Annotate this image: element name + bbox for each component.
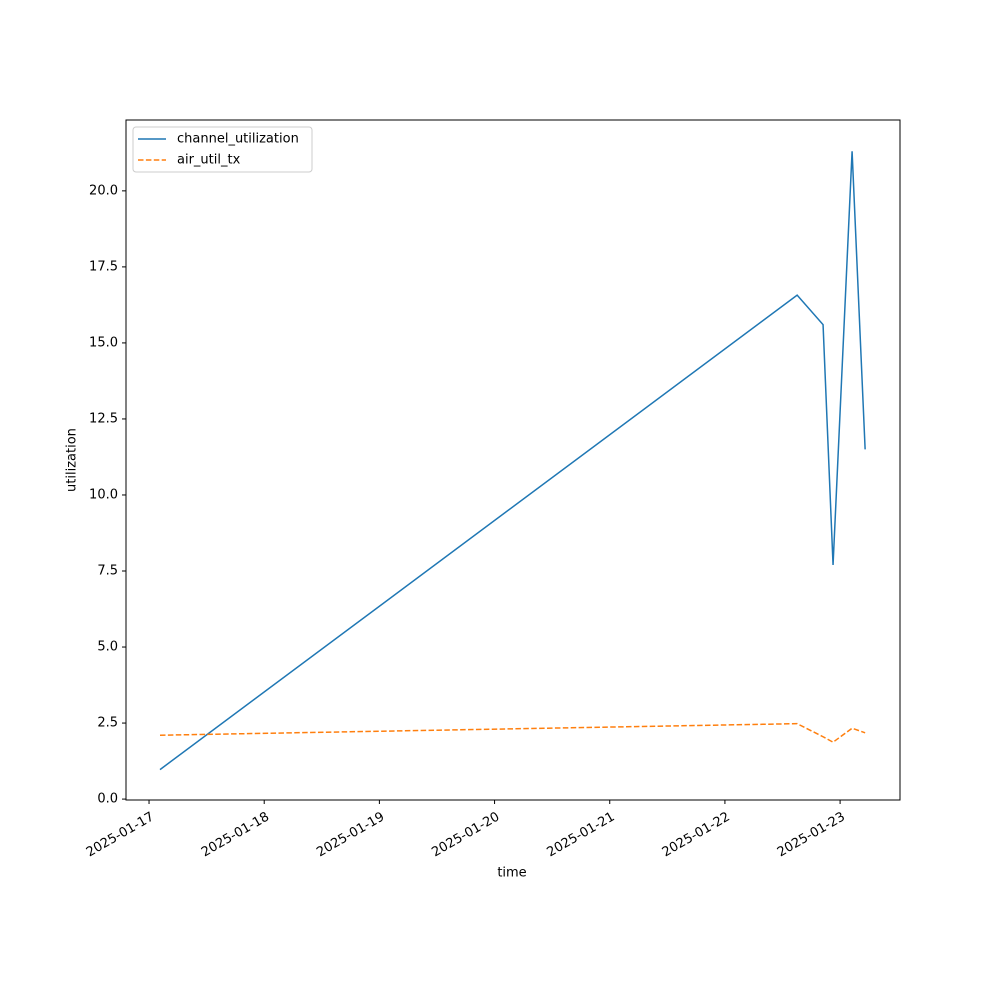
y-tick-label: 2.5 [97,716,118,731]
plot-frame [125,119,901,801]
x-tick-label: 2025-01-22 [660,810,733,861]
x-tick-label: 2025-01-19 [314,810,387,861]
y-tick-label: 12.5 [89,411,118,426]
legend-label: air_util_tx [177,153,241,168]
y-tick-label: 20.0 [89,183,118,198]
x-tick-label: 2025-01-18 [199,810,272,861]
x-tick-label: 2025-01-21 [545,810,618,861]
x-tick-label: 2025-01-17 [84,810,157,861]
x-axis-label: time [497,866,526,881]
y-tick-label: 7.5 [97,564,118,579]
y-tick-label: 10.0 [89,487,118,502]
y-tick-label: 5.0 [97,640,118,655]
x-tick-label: 2025-01-20 [429,810,502,861]
y-axis-label: utilization [65,428,80,492]
x-tick-label: 2025-01-23 [775,810,848,861]
y-tick-label: 15.0 [89,335,118,350]
series-line [159,722,866,744]
series-line [159,151,866,771]
legend-box [132,126,313,173]
y-tick-label: 17.5 [89,259,118,274]
y-tick-label: 0.0 [97,792,118,807]
legend-label: channel_utilization [177,132,299,147]
